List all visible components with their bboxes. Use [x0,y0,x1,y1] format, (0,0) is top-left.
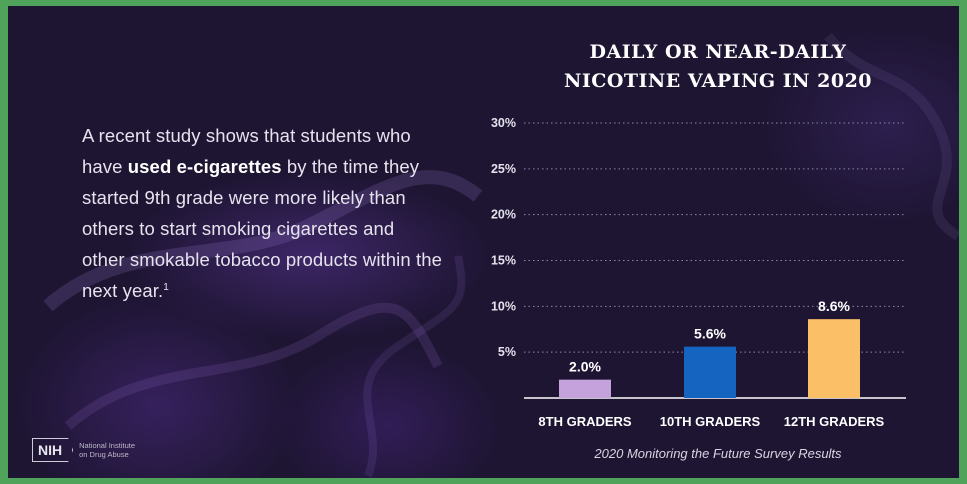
smoke-decoration [43,32,959,478]
org-line2: on Drug Abuse [79,450,129,459]
y-tick-label-10: 10% [491,299,516,313]
category-label-1: 8TH GRADERS [538,414,632,429]
footnote-marker: 1 [163,281,169,293]
infographic: A recent study shows that students who h… [8,6,959,478]
bar-chart: 5% 10% 15% 20% 25% 30% 2.0% 8TH GRADERS 5.6% 10TH… [491,116,906,429]
description-bold: used e-cigarettes [127,156,282,177]
chart-title-line2: NICOTINE VAPING IN 2020 [563,70,873,92]
chart-title-line1: DAILY OR NEAR-DAILY [589,41,847,63]
bar-2 [684,346,736,398]
description-part1: A recent study shows that students who h… [82,125,411,177]
category-label-2: 10TH GRADERS [660,414,761,429]
bar-1 [559,379,611,398]
y-tick-label-5: 5% [498,345,516,359]
value-label-2: 5.6% [694,326,726,342]
category-label-3: 12TH GRADERS [784,414,885,429]
study-description: A recent study shows that students who h… [82,120,442,306]
y-tick-label-25: 25% [491,162,516,176]
y-tick-label-20: 20% [491,208,516,222]
value-label-3: 8.6% [818,298,850,314]
value-label-1: 2.0% [569,359,601,375]
org-name: National Institute on Drug Abuse [79,441,135,459]
bar-3 [808,319,860,398]
nih-logo: NIH National Institute on Drug Abuse [32,438,135,462]
org-line1: National Institute [79,441,135,450]
y-tick-label-30: 30% [491,116,516,130]
chart-title: DAILY OR NEAR-DAILY NICOTINE VAPING IN 2… [528,38,908,96]
description-part2: by the time they started 9th grade were … [82,156,443,301]
y-tick-label-15: 15% [491,254,516,268]
nih-abbr: NIH [32,438,74,462]
chart-caption: 2020 Monitoring the Future Survey Result… [594,446,842,461]
